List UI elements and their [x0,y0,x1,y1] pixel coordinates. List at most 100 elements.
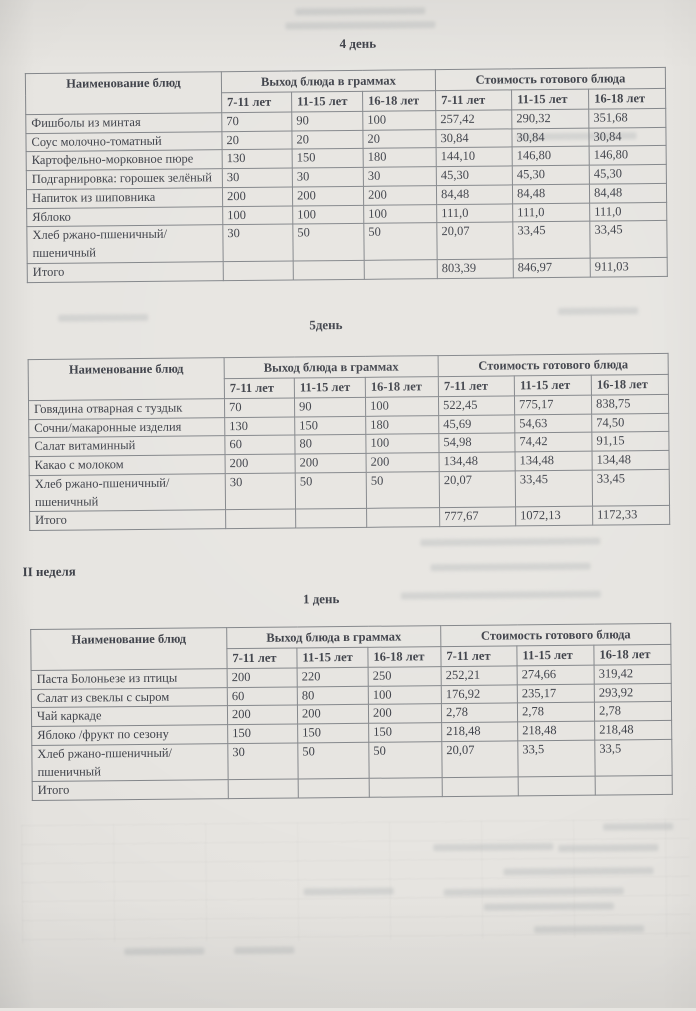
value-cell: 2,78 [594,701,672,722]
dish-name-cell: Говядина отварная с туздык [28,398,225,420]
value-cell: 70 [224,397,295,418]
col-header-cost-7-11: 7-11 лет [440,646,518,667]
value-cell: 100 [363,204,437,224]
value-cell: 846,97 [513,257,591,278]
dish-name-cell: Итого [27,261,224,283]
value-cell: 30 [225,472,296,510]
value-cell: 90 [291,111,363,131]
value-cell: 111,0 [512,202,590,223]
bleedthrough-smudge [400,590,601,600]
value-cell: 218,48 [441,721,518,742]
bleedthrough-smudge [558,844,659,852]
bleedthrough-smudge [603,822,674,831]
col-group-grams: Выход блюда в граммах [224,355,439,380]
col-header-dish: Наименование блюд [30,627,228,671]
value-cell: 50 [292,223,365,261]
dish-name-cell: Соус молочно-томатный [25,131,223,152]
table-body-week2-day1: Паста Болоньезе из птицы 200 220 250 252,21 2… [31,664,673,801]
value-cell: 91,15 [591,431,670,452]
value-cell: 30 [222,168,293,188]
value-cell: 252,21 [441,665,518,686]
value-cell [369,777,443,798]
table-body-day4: Фишболы из минтая 70 90 100 257,42 290,32 351,… [25,108,668,283]
value-cell: 111,0 [589,201,667,222]
bleedthrough-smudge [234,946,295,955]
value-cell: 1072,13 [515,506,593,526]
value-cell: 150 [294,415,366,436]
dish-name-cell: Какао с молоком [29,454,226,476]
value-cell: 20 [291,129,364,150]
value-cell: 30,84 [511,127,590,148]
value-cell [223,260,294,281]
value-cell: 50 [363,222,438,261]
value-cell [298,778,370,798]
col-header-cost-16-18: 16-18 лет [588,88,666,109]
value-cell: 50 [366,471,440,509]
value-cell: 150 [292,148,364,169]
dish-name-cell: Паста Болоньезе из птицы [31,668,228,690]
value-cell: 235,17 [517,683,595,704]
col-header-cost-7-11: 7-11 лет [438,376,515,397]
bleedthrough-smudge [534,925,645,934]
dish-name-cell: Картофельно-морковное пюре [26,149,223,171]
value-cell: 200 [368,703,442,724]
value-cell [293,260,365,280]
value-cell: 30 [292,167,364,187]
value-cell: 33,45 [589,220,668,258]
value-cell: 84,48 [436,184,513,205]
value-cell: 200 [222,186,293,207]
bleedthrough-smudge [503,867,654,876]
value-cell: 777,67 [439,507,516,527]
value-cell: 84,48 [589,183,667,203]
value-cell: 33,5 [594,739,673,777]
value-cell: 351,68 [588,108,666,128]
value-cell: 130 [224,416,295,436]
value-cell: 45,30 [589,164,667,184]
table-header: Наименование блюд Выход блюда в граммах … [30,623,672,671]
value-cell: 100 [365,433,440,454]
value-cell: 54,63 [514,413,592,434]
value-cell [366,507,440,528]
value-cell: 70 [221,111,292,132]
value-cell: 30,84 [435,128,513,148]
menu-table-day4: Наименование блюд Выход блюда в граммах … [25,67,668,283]
bleedthrough-smudge [558,307,639,315]
value-cell: 146,80 [512,146,590,166]
bleedthrough-smudge [303,887,394,896]
col-header-grams-7-11: 7-11 лет [226,648,298,669]
value-cell: 144,10 [436,147,513,167]
value-cell: 911,03 [590,257,668,277]
col-header-grams-16-18: 16-18 лет [362,91,436,112]
value-cell: 60 [227,686,298,706]
table-row: Хлеб ржано-пшеничный/пшеничный 30 50 50 20,0… [26,220,668,264]
value-cell: 74,50 [591,412,669,433]
col-header-cost-11-15: 11-15 лет [516,645,595,666]
value-cell: 134,48 [439,451,516,472]
value-cell: 100 [365,396,439,416]
value-cell: 74,42 [514,432,593,452]
value-cell [225,509,296,529]
value-cell: 775,17 [514,394,592,415]
value-cell: 33,5 [517,739,596,778]
table-body-day5: Говядина отварная с туздык 70 90 100 522,45 7… [28,394,670,531]
col-group-grams: Выход блюда в граммах [226,625,441,650]
bleedthrough-smudge [430,562,591,572]
value-cell: 50 [295,472,367,510]
value-cell: 33,45 [515,469,593,508]
dish-name-cell: Чай каркаде [31,705,228,727]
bleedthrough-smudge [483,902,614,911]
value-cell: 218,48 [517,721,595,741]
bleedthrough-smudge [420,537,601,547]
value-cell: 20,07 [436,222,514,260]
value-cell [595,775,673,796]
col-header-cost-16-18: 16-18 лет [593,644,672,665]
value-cell [518,776,596,796]
value-cell: 30 [222,224,294,262]
col-group-cost: Стоимость готового блюда [440,623,671,647]
value-cell: 200 [225,454,296,474]
dish-name-cell: Хлеб ржано-пшеничный/пшеничный [26,224,224,264]
dish-name-cell: Хлеб ржано-пшеничный/пшеничный [31,743,229,782]
section-title-day4: 4 день [339,35,377,52]
value-cell: 20 [221,130,293,150]
